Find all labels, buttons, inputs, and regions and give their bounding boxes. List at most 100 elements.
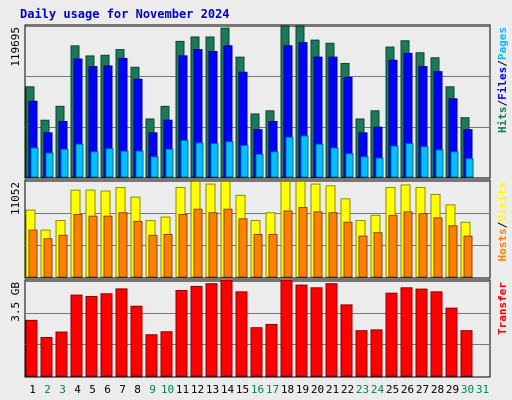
bar-transfer-day-11 bbox=[175, 290, 188, 377]
x-tick-label-day-1: 1 bbox=[29, 383, 36, 396]
legend-part-hits-files-pages-4: Pages bbox=[496, 27, 509, 60]
bar-transfer-day-28 bbox=[430, 291, 443, 377]
panel-frame-hits-files-pages bbox=[24, 24, 491, 179]
legend-part-transfer-0: Transfer bbox=[496, 282, 509, 335]
bar-hosts-day-25 bbox=[388, 214, 398, 278]
bar-pages-day-7 bbox=[120, 150, 129, 178]
bar-hosts-day-1 bbox=[28, 229, 38, 278]
x-tick-label-day-31: 31 bbox=[476, 383, 489, 396]
x-tick-label-day-10: 10 bbox=[161, 383, 174, 396]
bar-hosts-day-6 bbox=[103, 215, 113, 278]
x-tick-label-day-16: 16 bbox=[251, 383, 264, 396]
bar-pages-day-26 bbox=[405, 143, 414, 178]
bar-pages-day-4 bbox=[75, 143, 84, 178]
legend-part-hits-files-pages-0: Hits bbox=[496, 107, 509, 134]
bar-pages-day-21 bbox=[330, 147, 339, 178]
bar-pages-day-5 bbox=[90, 151, 99, 178]
bar-pages-day-14 bbox=[225, 141, 234, 178]
bar-hosts-day-17 bbox=[268, 233, 278, 278]
bar-hosts-day-18 bbox=[283, 210, 293, 278]
bar-pages-day-22 bbox=[345, 153, 354, 178]
bar-pages-day-8 bbox=[135, 150, 144, 178]
bar-hosts-day-15 bbox=[238, 218, 248, 278]
chart-title: Daily usage for November 2024 bbox=[20, 7, 230, 21]
bar-pages-day-30 bbox=[465, 158, 474, 178]
bar-transfer-day-20 bbox=[310, 287, 323, 377]
x-tick-label-day-19: 19 bbox=[296, 383, 309, 396]
bar-pages-day-29 bbox=[450, 151, 459, 178]
bar-hosts-day-12 bbox=[193, 208, 203, 278]
bar-hosts-day-2 bbox=[43, 238, 53, 278]
bar-hosts-day-20 bbox=[313, 211, 323, 278]
bar-transfer-day-22 bbox=[340, 304, 353, 377]
legend-part-hosts-visits-2: Visits bbox=[496, 182, 509, 222]
x-tick-label-day-21: 21 bbox=[326, 383, 339, 396]
bar-pages-day-24 bbox=[375, 157, 384, 178]
bar-transfer-day-25 bbox=[385, 292, 398, 377]
bar-transfer-day-24 bbox=[370, 329, 383, 377]
bar-transfer-day-3 bbox=[55, 331, 68, 377]
bar-transfer-day-4 bbox=[70, 294, 83, 377]
x-tick-label-day-3: 3 bbox=[59, 383, 66, 396]
bar-hosts-day-16 bbox=[253, 233, 263, 278]
legend-label-transfer: Transfer bbox=[496, 282, 509, 335]
x-tick-label-day-23: 23 bbox=[356, 383, 369, 396]
x-tick-label-day-2: 2 bbox=[44, 383, 51, 396]
y-max-label-transfer: 3.5 GB bbox=[9, 282, 22, 322]
bar-hosts-day-27 bbox=[418, 213, 428, 278]
x-tick-label-day-17: 17 bbox=[266, 383, 279, 396]
bar-hosts-day-14 bbox=[223, 208, 233, 278]
bar-hosts-day-4 bbox=[73, 213, 83, 278]
y-max-label-hits-files-pages: 119695 bbox=[9, 27, 22, 67]
panel-frame-transfer bbox=[24, 279, 491, 378]
bar-pages-day-13 bbox=[210, 143, 219, 178]
y-max-label-hosts-visits: 11052 bbox=[9, 182, 22, 215]
bar-hosts-day-22 bbox=[343, 221, 353, 278]
bar-transfer-day-16 bbox=[250, 327, 263, 377]
bar-pages-day-6 bbox=[105, 148, 114, 178]
x-tick-label-day-6: 6 bbox=[104, 383, 111, 396]
bar-hosts-day-30 bbox=[463, 235, 473, 278]
bar-pages-day-18 bbox=[285, 136, 294, 178]
bar-transfer-day-6 bbox=[100, 293, 113, 377]
bar-pages-day-23 bbox=[360, 156, 369, 178]
bar-transfer-day-19 bbox=[295, 284, 308, 377]
bar-transfer-day-17 bbox=[265, 323, 278, 377]
x-tick-label-day-26: 26 bbox=[401, 383, 414, 396]
bar-hosts-day-13 bbox=[208, 212, 218, 278]
bar-transfer-day-12 bbox=[190, 285, 203, 377]
bar-transfer-day-2 bbox=[40, 336, 53, 377]
legend-part-hits-files-pages-1: / bbox=[496, 100, 509, 107]
legend-part-hosts-visits-0: Hosts bbox=[496, 228, 509, 261]
bar-pages-day-16 bbox=[255, 153, 264, 178]
bar-pages-day-12 bbox=[195, 142, 204, 178]
x-tick-label-day-7: 7 bbox=[119, 383, 126, 396]
x-tick-label-day-24: 24 bbox=[371, 383, 385, 396]
x-tick-label-day-20: 20 bbox=[311, 383, 324, 396]
bar-transfer-day-7 bbox=[115, 288, 128, 377]
bar-pages-day-9 bbox=[150, 156, 159, 178]
bar-transfer-day-8 bbox=[130, 305, 143, 377]
bar-transfer-day-5 bbox=[85, 295, 98, 377]
bar-transfer-day-29 bbox=[445, 307, 458, 377]
bar-transfer-day-26 bbox=[400, 287, 413, 377]
bar-transfer-day-27 bbox=[415, 288, 428, 377]
bar-hosts-day-24 bbox=[373, 232, 383, 278]
bar-hosts-day-23 bbox=[358, 235, 368, 278]
bar-pages-day-25 bbox=[390, 145, 399, 178]
bar-hosts-day-10 bbox=[163, 233, 173, 278]
bar-pages-day-2 bbox=[45, 152, 54, 178]
bar-pages-day-15 bbox=[240, 144, 249, 178]
bar-hosts-day-8 bbox=[133, 220, 143, 278]
bar-pages-day-11 bbox=[180, 139, 189, 178]
panel-frame-hosts-visits bbox=[24, 179, 491, 279]
bar-transfer-day-10 bbox=[160, 331, 173, 377]
x-tick-label-day-14: 14 bbox=[221, 383, 235, 396]
bar-transfer-day-18 bbox=[280, 279, 293, 377]
x-tick-label-day-28: 28 bbox=[431, 383, 444, 396]
bar-pages-day-17 bbox=[270, 151, 279, 178]
x-tick-label-day-22: 22 bbox=[341, 383, 354, 396]
x-tick-label-day-29: 29 bbox=[446, 383, 459, 396]
bar-pages-day-3 bbox=[60, 148, 69, 178]
bar-pages-day-27 bbox=[420, 146, 429, 178]
